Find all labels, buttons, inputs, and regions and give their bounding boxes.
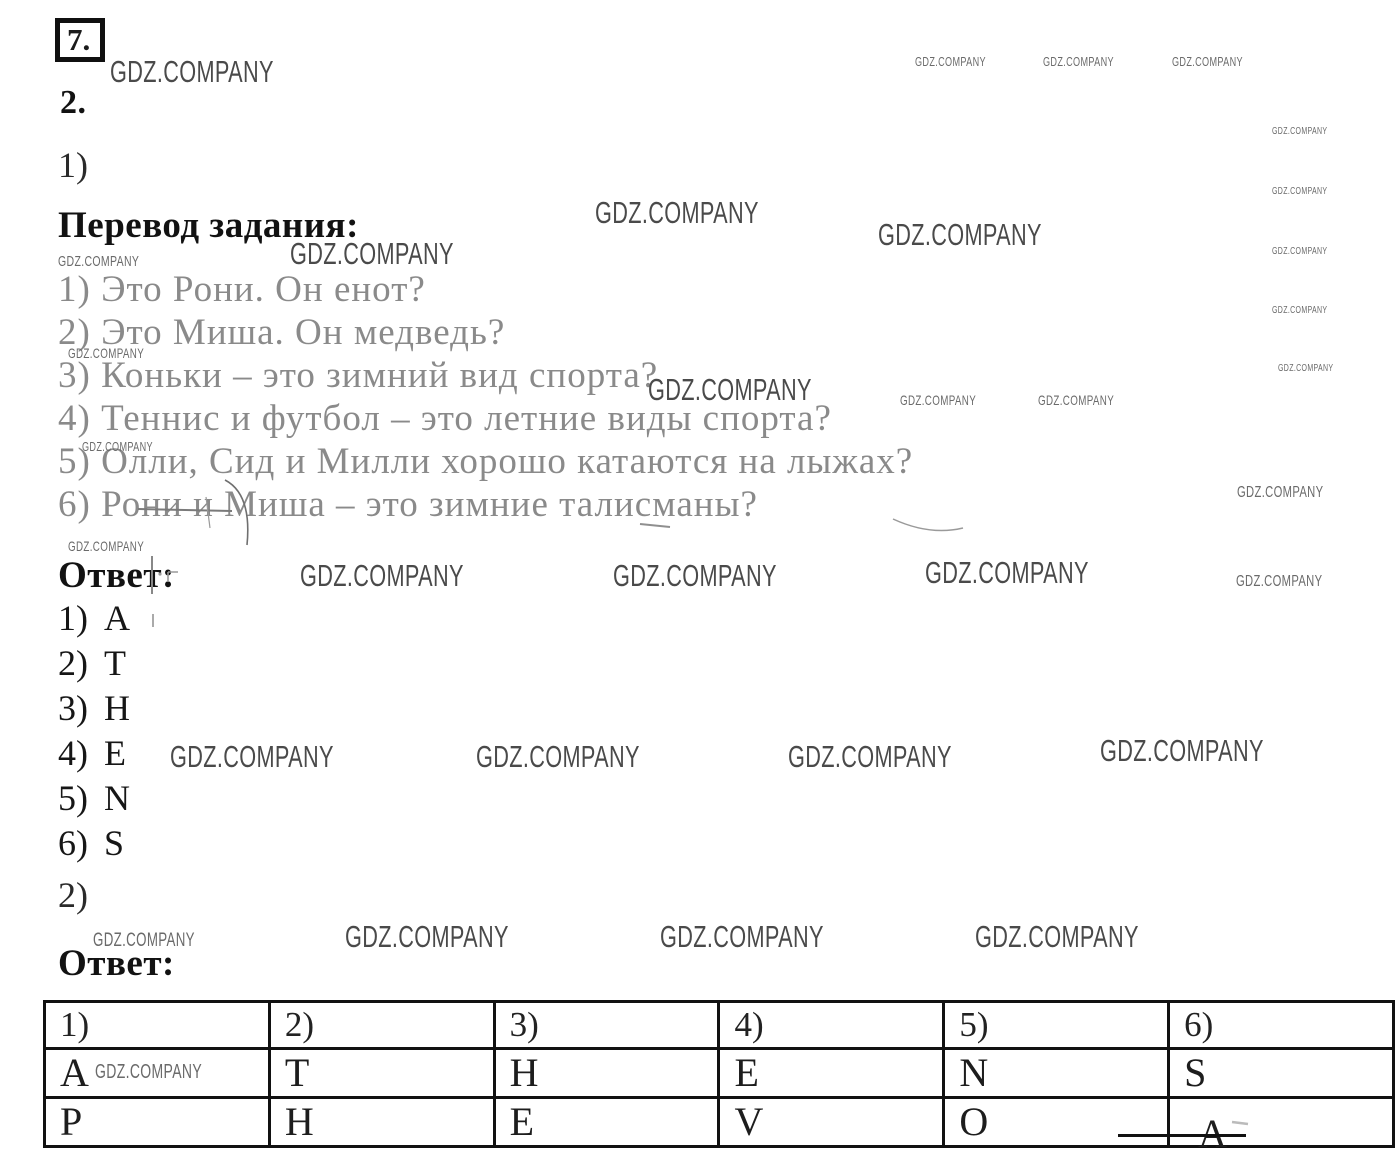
- table-cell: N: [942, 1047, 1171, 1099]
- answer-item: 2) T: [58, 641, 130, 686]
- table-row: P H E V O A: [43, 1096, 1395, 1156]
- watermark: GDZ.COMPANY: [648, 372, 812, 407]
- answer-item-letter: H: [104, 688, 130, 728]
- watermark: GDZ.COMPANY: [1236, 573, 1323, 590]
- table-header-cell: 1): [43, 1000, 271, 1050]
- answer-item: 6) S: [58, 821, 130, 866]
- table-header-cell: 4): [717, 1000, 946, 1050]
- watermark: GDZ.COMPANY: [345, 919, 509, 954]
- table-header-row: 1) 2) 3) 4) 5) 6): [43, 1000, 1395, 1050]
- watermark: GDZ.COMPANY: [58, 253, 140, 270]
- watermark: GDZ.COMPANY: [1100, 733, 1264, 768]
- watermark: GDZ.COMPANY: [82, 439, 153, 454]
- table-cell: H: [267, 1096, 496, 1148]
- watermark: GDZ.COMPANY: [788, 739, 952, 774]
- subtask-2-label: 2): [58, 875, 88, 915]
- table-header-cell: 2): [267, 1000, 496, 1050]
- answer-item-letter: A: [104, 598, 130, 638]
- exercise-number-box: 7.: [55, 18, 105, 62]
- translation-item: 5) Олли, Сид и Милли хорошо катаются на …: [58, 441, 914, 482]
- watermark: GDZ.COMPANY: [300, 558, 464, 593]
- watermark: GDZ.COMPANY: [613, 558, 777, 593]
- answer-item-num: 6): [58, 823, 88, 863]
- translation-heading: Перевод задания:: [58, 205, 359, 246]
- watermark: GDZ.COMPANY: [975, 919, 1139, 954]
- table-cell: A: [1167, 1096, 1395, 1156]
- answer-item-letter: E: [104, 733, 126, 773]
- answer-item-num: 1): [58, 598, 88, 638]
- answer-item: 5) N: [58, 776, 130, 821]
- answer-item: 4) E: [58, 731, 130, 776]
- table-bottom-border-segment: [1118, 1134, 1246, 1137]
- translation-item: 6) Рони и Миша – это зимние талисманы?: [58, 484, 758, 525]
- translation-item: 4) Теннис и футбол – это летние виды спо…: [58, 398, 832, 439]
- watermark: GDZ.COMPANY: [68, 345, 145, 361]
- table-cell: E: [492, 1096, 721, 1148]
- table-header-cell: 6): [1167, 1000, 1395, 1050]
- watermark: GDZ.COMPANY: [1237, 484, 1324, 501]
- table-cell: O: [942, 1096, 1171, 1148]
- answer2-heading: Ответ:: [58, 943, 175, 984]
- watermark: GDZ.COMPANY: [476, 739, 640, 774]
- table-cell: H: [492, 1047, 721, 1099]
- section-number: 2.: [60, 84, 87, 121]
- watermark: GDZ.COMPANY: [95, 1061, 203, 1083]
- answer1-heading: Ответ:: [58, 555, 175, 596]
- translation-item: 2) Это Миша. Он медведь?: [58, 312, 506, 353]
- watermark: GDZ.COMPANY: [925, 555, 1089, 590]
- answer-item: 1) A: [58, 596, 130, 641]
- watermark: GDZ.COMPANY: [900, 392, 977, 408]
- table-cell: P: [43, 1096, 271, 1148]
- answer1-list: 1) A 2) T 3) H 4) E 5) N 6) S: [58, 596, 130, 866]
- answer-item: 3) H: [58, 686, 130, 731]
- answer-table: 1) 2) 3) 4) 5) 6) A T H E N S P H E V O …: [43, 1000, 1395, 1156]
- watermark: GDZ.COMPANY: [878, 217, 1042, 252]
- answer-item-num: 4): [58, 733, 88, 773]
- table-cell: E: [717, 1047, 946, 1099]
- watermark: GDZ.COMPANY: [1272, 186, 1328, 197]
- table-cell: T: [267, 1047, 496, 1099]
- watermark: GDZ.COMPANY: [290, 236, 454, 271]
- table-row: A T H E N S: [43, 1047, 1395, 1099]
- watermark: GDZ.COMPANY: [1272, 126, 1328, 137]
- translation-item: 3) Коньки – это зимний вид спорта?: [58, 355, 659, 396]
- watermark: GDZ.COMPANY: [915, 54, 986, 69]
- watermark: GDZ.COMPANY: [1038, 392, 1115, 408]
- table-top-border-overhang: [1333, 1000, 1393, 1003]
- watermark: GDZ.COMPANY: [93, 930, 195, 951]
- watermark: GDZ.COMPANY: [1172, 54, 1243, 69]
- answer-item-num: 2): [58, 643, 88, 683]
- watermark: GDZ.COMPANY: [660, 919, 824, 954]
- watermark: GDZ.COMPANY: [1272, 305, 1328, 316]
- answer-item-num: 3): [58, 688, 88, 728]
- table-cell: V: [717, 1096, 946, 1148]
- answer-item-letter: T: [104, 643, 126, 683]
- watermark: GDZ.COMPANY: [595, 195, 759, 230]
- watermark: GDZ.COMPANY: [110, 54, 274, 89]
- translation-item: 1) Это Рони. Он енот?: [58, 269, 426, 310]
- table-cell: A: [43, 1047, 271, 1099]
- answer-item-letter: S: [104, 823, 125, 863]
- translation-list: 1) Это Рони. Он енот? 2) Это Миша. Он ме…: [58, 268, 913, 526]
- answer-item-letter: N: [104, 778, 130, 818]
- watermark: GDZ.COMPANY: [1278, 363, 1334, 374]
- table-cell-letter: A: [1198, 1111, 1228, 1156]
- table-header-cell: 3): [492, 1000, 721, 1050]
- table-cell: S: [1167, 1047, 1395, 1099]
- watermark: GDZ.COMPANY: [68, 538, 145, 554]
- subtask-1-label: 1): [58, 145, 88, 185]
- watermark: GDZ.COMPANY: [170, 739, 334, 774]
- watermark: GDZ.COMPANY: [1272, 246, 1328, 257]
- answer-item-num: 5): [58, 778, 88, 818]
- watermark: GDZ.COMPANY: [1043, 54, 1114, 69]
- table-header-cell: 5): [942, 1000, 1171, 1050]
